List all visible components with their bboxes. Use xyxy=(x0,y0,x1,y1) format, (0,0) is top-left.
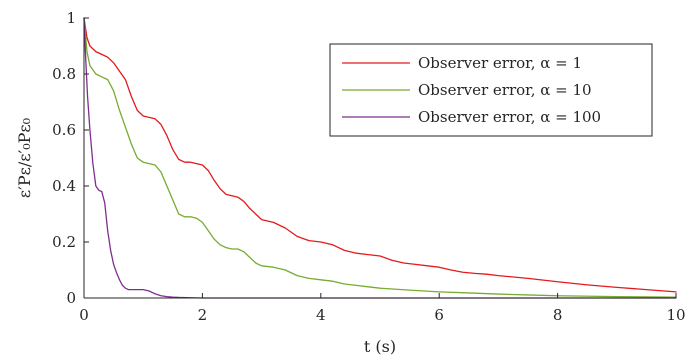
y-tick-label: 1 xyxy=(66,9,76,27)
legend: Observer error, α = 1 Observer error, α =… xyxy=(329,43,653,137)
legend-label: Observer error, α = 100 xyxy=(418,108,601,126)
x-tick-label: 0 xyxy=(79,306,89,324)
y-tick-label: 0.6 xyxy=(52,121,76,139)
y-tick-label: 0 xyxy=(66,289,76,307)
y-tick-label: 0.8 xyxy=(52,65,76,83)
y-tick-label: 0.2 xyxy=(52,233,76,251)
x-axis-title: t (s) xyxy=(364,337,396,356)
x-tick-label: 2 xyxy=(198,306,208,324)
y-tick-label: 0.4 xyxy=(52,177,76,195)
series-line-1 xyxy=(83,17,677,293)
x-tick-label: 4 xyxy=(316,306,326,324)
x-tick-label: 6 xyxy=(434,306,444,324)
legend-entries: Observer error, α = 1 Observer error, α =… xyxy=(342,54,601,126)
legend-label: Observer error, α = 1 xyxy=(418,54,582,72)
axis-layer xyxy=(83,18,676,299)
x-tick-label: 8 xyxy=(553,306,563,324)
series-line-2 xyxy=(83,17,677,298)
legend-label: Observer error, α = 10 xyxy=(418,81,592,99)
x-tick-label: 10 xyxy=(666,306,685,324)
y-axis-title: ε′Pε/ε′₀Pε₀ xyxy=(15,118,34,198)
tick-layer: 0 2 4 6 8 10 0 0.2 0.4 0.6 0.8 1 xyxy=(52,9,685,324)
